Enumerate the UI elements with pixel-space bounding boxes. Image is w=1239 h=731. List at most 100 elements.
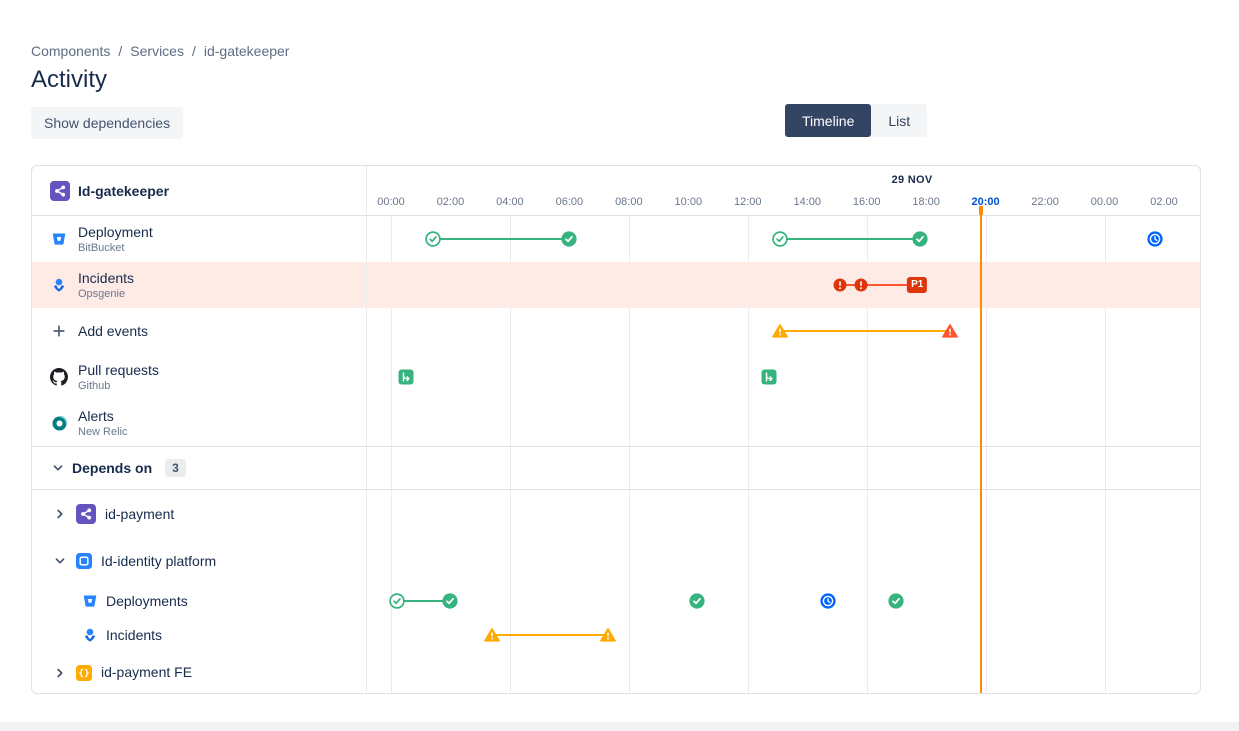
check-circle-solid-icon[interactable] xyxy=(442,593,459,609)
sidebar-row-id-payment-fe[interactable]: id-payment FE xyxy=(32,652,366,693)
axis-tick-label: 12:00 xyxy=(733,196,762,208)
check-circle-outline-icon[interactable] xyxy=(389,593,405,609)
sidebar-row-deployment: Deployment BitBucket xyxy=(32,216,366,262)
timeline-row-alerts xyxy=(367,400,1200,446)
breadcrumb-item-current[interactable]: id-gatekeeper xyxy=(203,43,290,59)
check-circle-outline-icon[interactable] xyxy=(424,231,441,247)
chevron-down-icon[interactable] xyxy=(53,554,67,568)
event-connector-line xyxy=(780,330,950,332)
sidebar-row-id-identity[interactable]: Id-identity platform xyxy=(32,538,366,584)
warning-triangle-yellow-icon[interactable] xyxy=(772,324,789,339)
row-sublabel: Github xyxy=(78,379,111,392)
axis-tick-label: 00.00 xyxy=(1090,196,1119,208)
gridline xyxy=(509,216,511,693)
axis-tick-label: 16:00 xyxy=(852,196,881,208)
event-connector-line xyxy=(839,284,918,286)
view-toggle: Timeline List xyxy=(785,104,928,137)
timeline-row-identity-incidents xyxy=(367,618,1200,652)
gridline xyxy=(866,216,868,693)
warning-triangle-red-icon[interactable] xyxy=(942,324,958,339)
axis-tick-label: 06:00 xyxy=(555,196,584,208)
timeline-canvas: P1 xyxy=(366,206,1200,693)
axis-tick-label: 10:00 xyxy=(674,196,703,208)
horizontal-scrollbar[interactable] xyxy=(0,722,1239,731)
chevron-right-icon[interactable] xyxy=(53,507,67,521)
component-purple-icon xyxy=(76,504,96,524)
check-circle-outline-icon[interactable] xyxy=(772,231,789,247)
row-label: Depends on xyxy=(72,459,153,476)
check-circle-solid-icon[interactable] xyxy=(912,231,928,247)
pull-request-icon[interactable] xyxy=(398,369,414,385)
row-label: Alerts xyxy=(78,407,114,424)
depends-on-count-badge: 3 xyxy=(165,459,186,477)
chevron-down-icon[interactable] xyxy=(51,461,65,475)
warning-triangle-yellow-icon[interactable] xyxy=(600,628,616,643)
page-title: Activity xyxy=(31,66,108,93)
incident-exclamation-icon[interactable] xyxy=(833,278,847,292)
show-dependencies-button[interactable]: Show dependencies xyxy=(31,107,184,139)
sidebar-row-pull-requests: Pull requests Github xyxy=(32,354,366,400)
axis-tick-label: 20:00 xyxy=(971,196,1000,208)
activity-timeline-panel: Id-gatekeeper 29 NOV 00:00 02:00 04:00 06:0… xyxy=(31,165,1201,694)
axis-tick-label: 08:00 xyxy=(615,196,643,208)
component-icon xyxy=(50,180,70,201)
row-label: Pull requests xyxy=(78,361,159,378)
component-header: Id-gatekeeper xyxy=(32,166,366,215)
clock-icon[interactable] xyxy=(1147,231,1163,247)
breadcrumb-item-components[interactable]: Components xyxy=(31,43,111,59)
sidebar-row-identity-incidents: Incidents xyxy=(32,618,366,652)
timeline-row-deployment xyxy=(367,216,1200,262)
row-label: Id-identity platform xyxy=(101,552,217,569)
timeline-sidebar: Deployment BitBucket Incidents Opsgenie Add … xyxy=(32,216,366,693)
component-name: Id-gatekeeper xyxy=(78,182,170,199)
bitbucket-icon xyxy=(50,232,68,246)
row-label: Deployments xyxy=(106,592,188,609)
sidebar-row-add-events[interactable]: Add events xyxy=(32,308,366,354)
chevron-right-icon[interactable] xyxy=(53,666,67,680)
incident-priority-badge[interactable]: P1 xyxy=(907,277,928,293)
axis-tick-label: 22:00 xyxy=(1031,196,1059,208)
sidebar-row-depends-on[interactable]: Depends on 3 xyxy=(32,446,366,490)
gridline xyxy=(985,216,987,693)
row-label: Incidents xyxy=(78,269,135,286)
sidebar-row-alerts: Alerts New Relic xyxy=(32,400,366,446)
row-label: Deployment xyxy=(78,223,153,240)
pull-request-icon[interactable] xyxy=(761,369,777,385)
timeline-row-id-payment-fe xyxy=(367,652,1200,693)
gridline xyxy=(747,216,749,693)
list-view-button[interactable]: List xyxy=(871,104,927,137)
incident-exclamation-icon[interactable] xyxy=(854,278,868,292)
row-label: id-payment FE xyxy=(101,664,193,680)
axis-tick-row: 00:00 02:00 04:00 06:00 08:00 10:00 12:00 14:00… xyxy=(367,166,1200,215)
component-blue-icon xyxy=(76,553,92,569)
breadcrumb-item-services[interactable]: Services xyxy=(130,43,184,59)
opsgenie-icon xyxy=(83,628,97,642)
check-circle-solid-icon[interactable] xyxy=(689,593,705,609)
bitbucket-icon xyxy=(83,594,97,608)
check-circle-solid-icon[interactable] xyxy=(888,593,905,609)
event-connector-line xyxy=(492,634,609,636)
check-circle-solid-icon[interactable] xyxy=(561,231,577,247)
timeline-row-add-events xyxy=(367,308,1200,354)
current-time-indicator xyxy=(978,206,983,693)
clock-icon[interactable] xyxy=(820,593,836,609)
warning-triangle-yellow-icon[interactable] xyxy=(484,628,500,643)
timeline-view-button[interactable]: Timeline xyxy=(785,104,872,137)
row-sublabel: New Relic xyxy=(78,425,128,438)
event-connector-line xyxy=(396,600,451,602)
timeline-row-id-payment xyxy=(367,490,1200,538)
gridline xyxy=(628,216,630,693)
timeline-row-layer: P1 xyxy=(367,216,1200,693)
sidebar-row-id-payment[interactable]: id-payment xyxy=(32,490,366,538)
event-connector-line xyxy=(780,238,921,240)
time-axis: 29 NOV 00:00 02:00 04:00 06:00 08:00 10:00 12:… xyxy=(366,166,1200,215)
timeline-row-incidents: P1 xyxy=(367,262,1200,308)
row-sublabel: Opsgenie xyxy=(78,287,126,300)
row-label: Incidents xyxy=(106,626,163,643)
breadcrumb: Components / Services / id-gatekeeper xyxy=(31,43,289,59)
component-orange-icon xyxy=(76,664,92,681)
plus-icon xyxy=(50,323,68,339)
gridline-layer xyxy=(367,216,1200,693)
axis-tick-label: 00:00 xyxy=(377,196,405,208)
opsgenie-icon xyxy=(50,278,68,292)
